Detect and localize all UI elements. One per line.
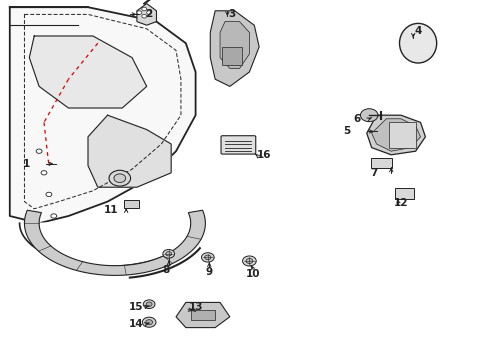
Polygon shape [222, 47, 242, 65]
Polygon shape [10, 7, 195, 223]
Text: 3: 3 [228, 9, 235, 19]
Text: 12: 12 [393, 198, 407, 208]
Circle shape [109, 170, 130, 186]
Text: 4: 4 [413, 26, 421, 36]
Bar [388, 122, 415, 148]
Polygon shape [366, 115, 425, 155]
Polygon shape [20, 223, 195, 266]
Polygon shape [88, 115, 171, 187]
FancyBboxPatch shape [370, 158, 391, 168]
Text: 9: 9 [205, 267, 212, 277]
Circle shape [51, 214, 57, 218]
Circle shape [142, 317, 156, 327]
Circle shape [143, 300, 155, 309]
Circle shape [204, 255, 211, 260]
FancyBboxPatch shape [221, 136, 255, 154]
Text: 1: 1 [23, 159, 30, 169]
Text: 7: 7 [369, 168, 377, 178]
Circle shape [201, 253, 214, 262]
Circle shape [360, 109, 377, 122]
Polygon shape [371, 119, 420, 151]
Text: 11: 11 [104, 204, 119, 215]
Text: 8: 8 [163, 265, 169, 275]
Text: 10: 10 [245, 269, 260, 279]
Text: 14: 14 [128, 319, 143, 329]
FancyBboxPatch shape [394, 188, 413, 199]
Circle shape [165, 252, 171, 256]
Circle shape [163, 249, 174, 258]
Circle shape [145, 320, 152, 325]
Polygon shape [190, 310, 215, 320]
Text: 2: 2 [145, 9, 152, 19]
Text: 5: 5 [343, 126, 350, 136]
Polygon shape [220, 22, 249, 68]
Polygon shape [29, 36, 146, 108]
Text: 13: 13 [188, 302, 203, 312]
Circle shape [142, 14, 146, 18]
Circle shape [245, 258, 252, 264]
Polygon shape [176, 302, 229, 328]
Circle shape [242, 256, 256, 266]
Circle shape [142, 7, 146, 11]
Circle shape [41, 171, 47, 175]
Polygon shape [210, 11, 259, 86]
Circle shape [46, 192, 52, 197]
Text: 6: 6 [353, 114, 360, 124]
Text: 16: 16 [256, 150, 271, 160]
Polygon shape [24, 210, 205, 275]
Ellipse shape [399, 23, 436, 63]
Circle shape [36, 149, 42, 153]
Polygon shape [137, 4, 156, 25]
Circle shape [114, 174, 125, 183]
Circle shape [146, 302, 152, 306]
Circle shape [137, 11, 142, 14]
Circle shape [146, 11, 151, 14]
Text: 15: 15 [128, 302, 143, 312]
FancyBboxPatch shape [123, 200, 139, 208]
